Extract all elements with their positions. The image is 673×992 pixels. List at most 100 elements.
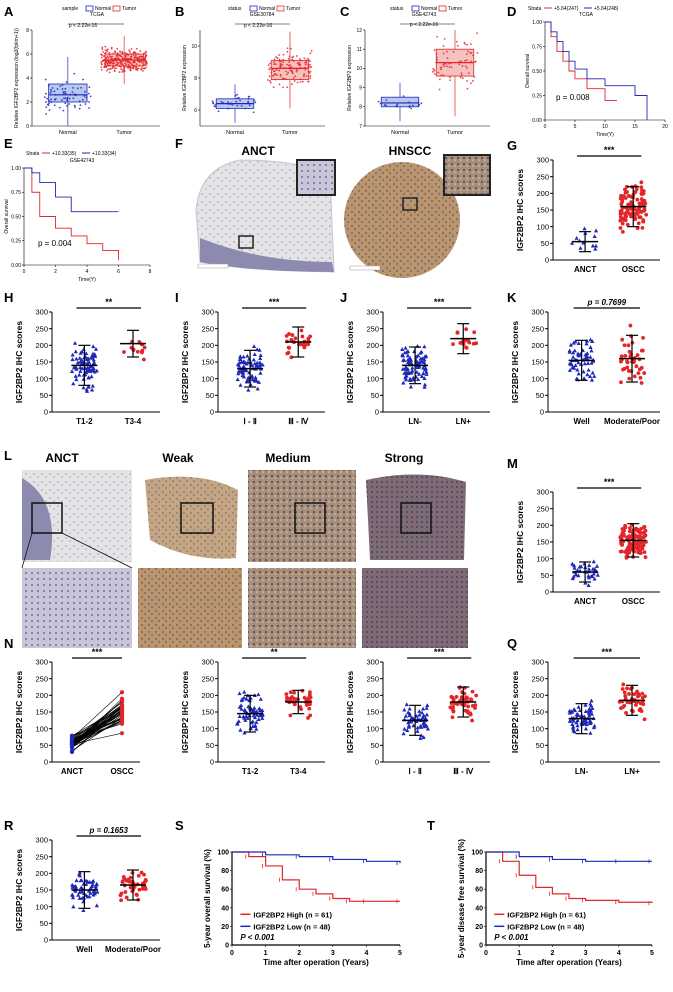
x-tick-label: Ⅲ - Ⅳ — [288, 417, 309, 426]
y-tick-label: 200 — [35, 341, 48, 350]
data-point — [628, 526, 632, 530]
histology-title-hnscc: HNSCC — [389, 144, 432, 158]
data-point — [586, 367, 591, 372]
data-point — [640, 348, 645, 353]
data-point — [48, 109, 51, 111]
data-point — [89, 387, 95, 392]
data-point — [570, 710, 575, 714]
x-tick-label: 4 — [86, 269, 89, 275]
data-point — [115, 54, 118, 57]
data-point — [628, 323, 633, 328]
p-value: p = 0.008 — [556, 93, 590, 102]
y-axis-label: IGF2BP2 IHC scores — [510, 671, 520, 753]
data-point — [119, 65, 121, 68]
scale-bar-anct — [197, 263, 229, 269]
histology-title-strong: Strong — [385, 451, 424, 465]
data-point — [301, 80, 304, 83]
data-point — [121, 68, 124, 71]
data-point — [448, 705, 453, 710]
y-tick-label: 0 — [375, 408, 379, 417]
data-point — [407, 358, 412, 363]
data-point — [130, 889, 135, 894]
data-point — [294, 75, 297, 78]
y-tick-label: 250 — [531, 674, 544, 683]
pair-line — [71, 708, 123, 738]
data-point — [285, 70, 287, 73]
data-point-anct — [69, 735, 75, 740]
y-tick-label: 300 — [201, 308, 214, 317]
y-tick-label: 150 — [201, 358, 214, 367]
data-point — [80, 895, 85, 900]
panel-label-t: T — [427, 818, 435, 833]
data-point — [145, 64, 148, 66]
data-point — [299, 81, 302, 83]
data-point — [286, 63, 289, 66]
data-point — [85, 96, 88, 99]
data-point — [53, 104, 56, 107]
y-axis-label: Relative IGF2BP2 expression — [347, 45, 353, 111]
data-point — [92, 369, 97, 374]
data-point — [88, 100, 90, 103]
data-point — [618, 535, 623, 540]
y-axis-label: IGF2BP2 IHC scores — [14, 321, 24, 403]
data-point — [129, 68, 132, 71]
y-tick-label: 300 — [531, 658, 544, 667]
panel-label-a: A — [4, 4, 14, 19]
data-point — [65, 81, 68, 83]
data-point — [637, 534, 642, 538]
data-point — [238, 727, 243, 732]
data-point — [466, 43, 468, 46]
histology-title-weak: Weak — [162, 451, 193, 465]
data-point — [236, 93, 239, 96]
data-point — [583, 719, 589, 724]
data-point — [273, 58, 276, 61]
data-point — [122, 350, 126, 354]
data-point — [123, 67, 126, 70]
data-point — [214, 105, 217, 108]
histology-panel-l: ANCT Weak Medium Strong — [21, 451, 468, 648]
data-point — [589, 360, 594, 365]
data-point — [273, 70, 276, 72]
data-point — [73, 884, 78, 888]
data-point — [93, 346, 99, 351]
zoom-box-anct — [31, 502, 63, 534]
data-point — [570, 725, 576, 730]
data-point — [588, 730, 593, 735]
significance-label: *** — [269, 297, 280, 307]
data-point — [299, 707, 303, 712]
data-point — [634, 526, 638, 531]
data-point — [86, 368, 91, 373]
data-point — [278, 54, 281, 56]
data-point — [124, 52, 127, 54]
data-point — [299, 328, 304, 333]
data-point — [62, 91, 65, 93]
data-point — [442, 64, 445, 66]
data-point — [70, 895, 76, 900]
tissue-zoom-strong — [362, 568, 468, 648]
data-point — [286, 73, 288, 76]
data-point — [619, 202, 624, 206]
data-point — [134, 51, 137, 54]
pair-line — [71, 713, 123, 747]
x-tick-label: LN- — [408, 417, 422, 426]
data-point — [248, 95, 251, 98]
data-point — [476, 32, 479, 34]
data-point — [108, 51, 111, 54]
data-point — [288, 61, 291, 63]
data-point — [307, 702, 312, 707]
data-point — [292, 60, 295, 62]
x-axis-label: Time after operation (Years) — [263, 958, 369, 967]
data-point — [418, 350, 423, 355]
data-point — [401, 380, 406, 385]
data-point — [237, 714, 242, 719]
data-point — [593, 228, 599, 233]
x-tick-label: ANCT — [574, 265, 596, 274]
data-point — [274, 78, 277, 81]
boxplot-a: sample Normal Tumor TCGA p < 2.22e-16 — [62, 5, 137, 29]
data-point — [308, 695, 313, 700]
data-point — [570, 365, 575, 370]
data-point — [570, 240, 575, 245]
data-point — [236, 371, 241, 376]
data-point — [50, 101, 53, 104]
scatter-m-marks: 0 50 100 150 200 250 300 IGF2BP2 IHC scores *** A… — [515, 477, 660, 606]
